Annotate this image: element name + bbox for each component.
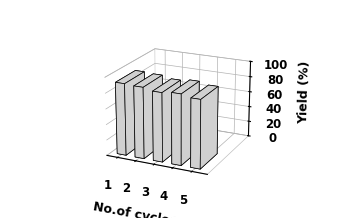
X-axis label: No.of cycles: No.of cycles (92, 201, 178, 218)
